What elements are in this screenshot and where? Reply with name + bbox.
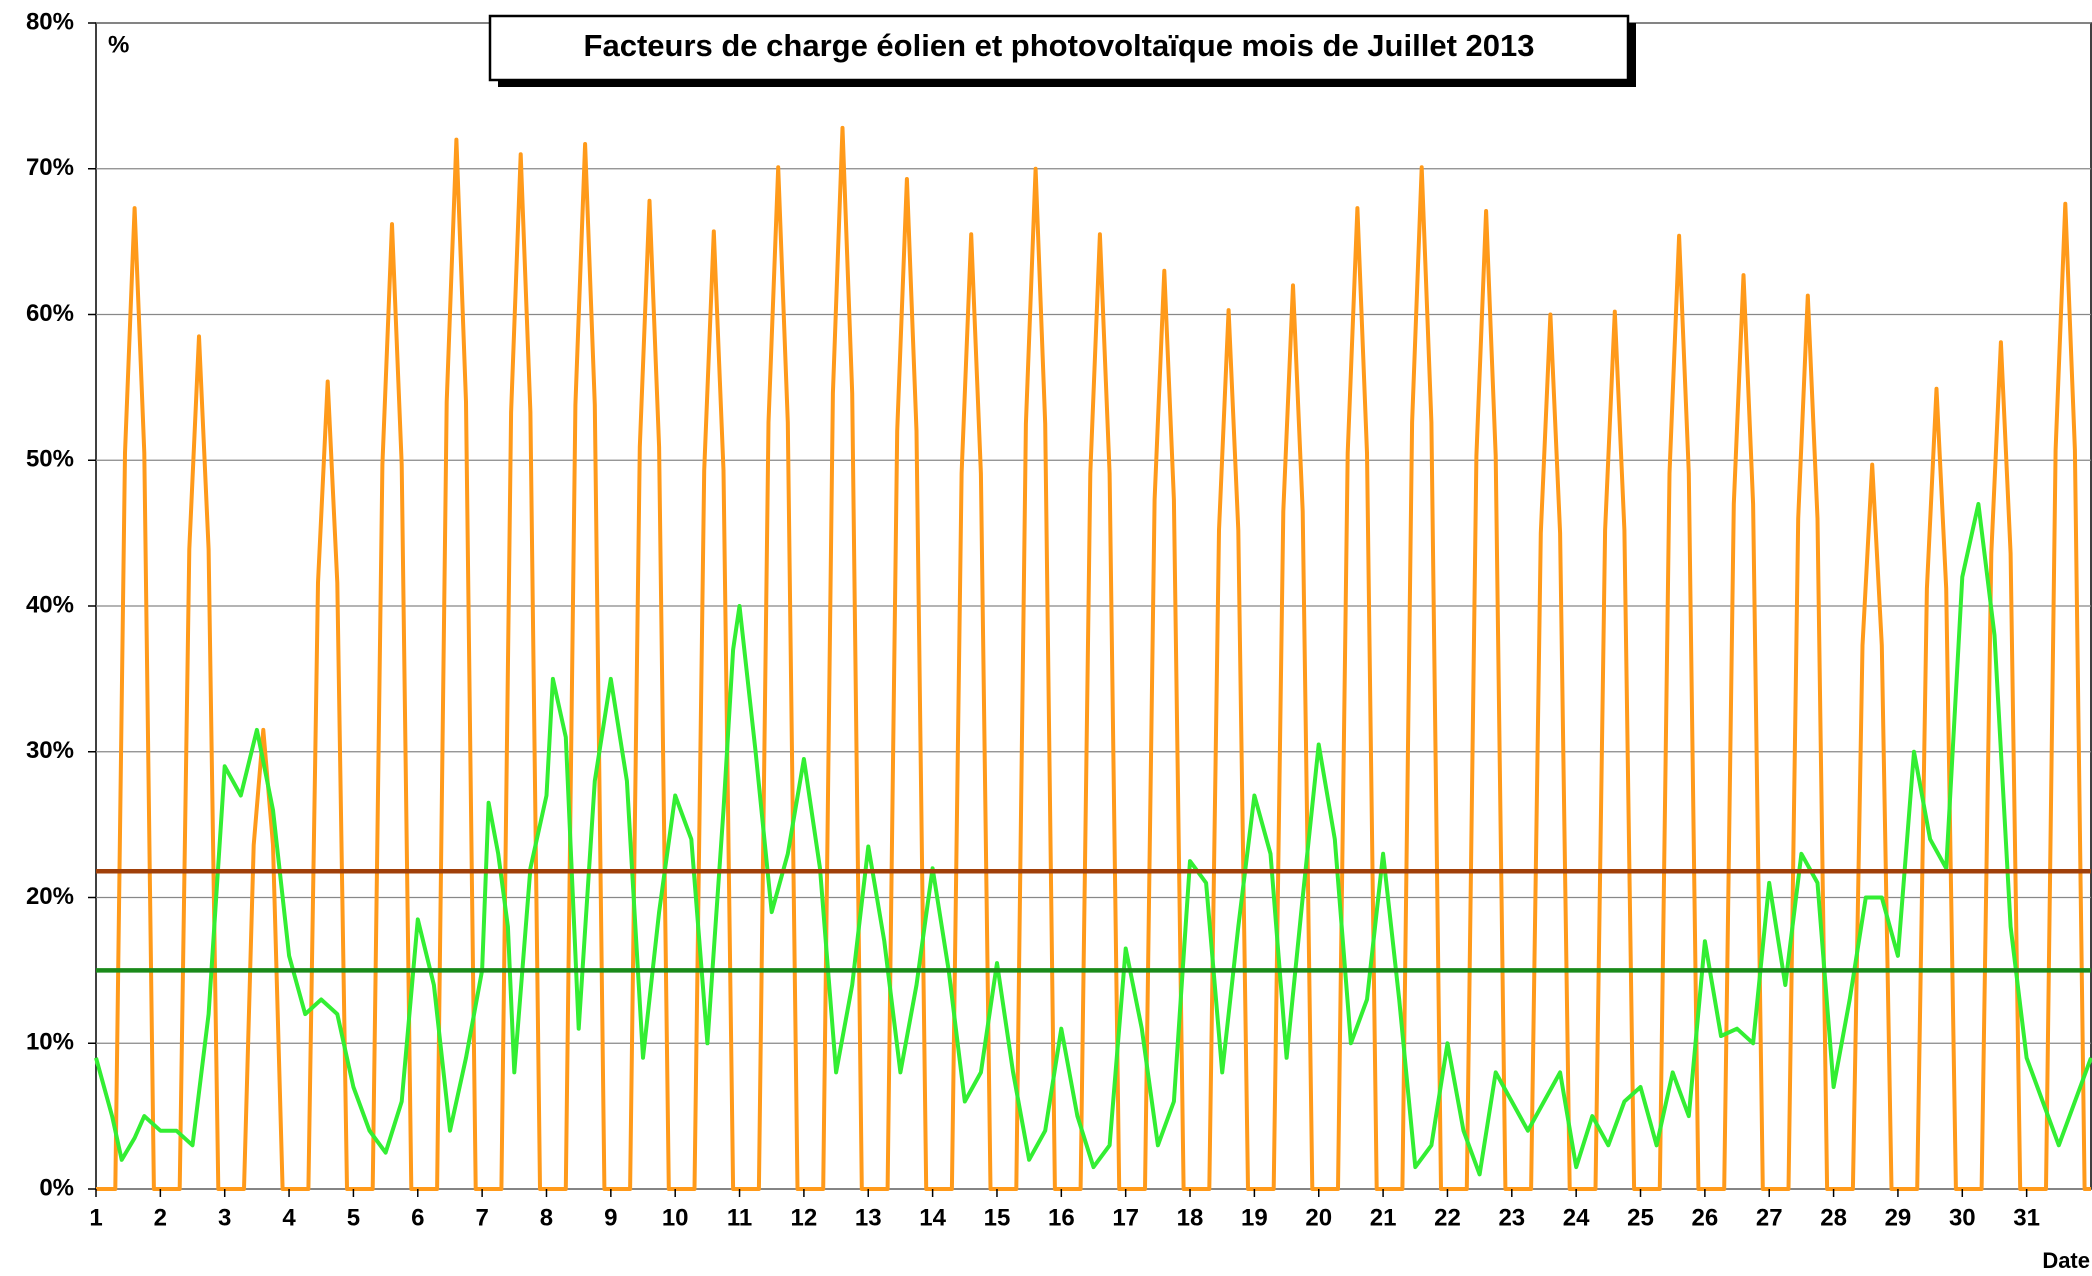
x-tick-label: 21 bbox=[1370, 1204, 1397, 1231]
y-tick-label: 30% bbox=[26, 737, 74, 764]
y-tick-label: 40% bbox=[26, 591, 74, 618]
lines bbox=[94, 125, 2092, 1191]
x-tick-label: 7 bbox=[475, 1204, 488, 1231]
x-tick-label: 19 bbox=[1241, 1204, 1268, 1231]
x-tick-label: 12 bbox=[791, 1204, 818, 1231]
x-tick-label: 25 bbox=[1627, 1204, 1654, 1231]
x-tick-label: 11 bbox=[727, 1204, 752, 1231]
series-line bbox=[96, 125, 2091, 1191]
x-tick-label: 13 bbox=[855, 1204, 882, 1231]
x-tick-label: 23 bbox=[1498, 1204, 1525, 1231]
x-tick-label: 27 bbox=[1756, 1204, 1783, 1231]
x-tick-label: 8 bbox=[540, 1204, 553, 1231]
y-tick-label: 80% bbox=[26, 8, 74, 35]
x-tick-label: 24 bbox=[1563, 1204, 1590, 1231]
x-tick-label: 10 bbox=[662, 1204, 689, 1231]
x-tick-label: 22 bbox=[1434, 1204, 1461, 1231]
x-tick-label: 1 bbox=[89, 1204, 102, 1231]
x-tick-label: 31 bbox=[2013, 1204, 2040, 1231]
x-tick-label: 16 bbox=[1048, 1204, 1075, 1231]
x-tick-label: 17 bbox=[1112, 1204, 1139, 1231]
x-tick-label: 2 bbox=[154, 1204, 167, 1231]
x-tick-label: 5 bbox=[347, 1204, 360, 1231]
y-tick-label: 20% bbox=[26, 883, 74, 910]
x-tick-label: 29 bbox=[1885, 1204, 1912, 1231]
x-tick-label: 3 bbox=[218, 1204, 231, 1231]
x-tick-label: 18 bbox=[1177, 1204, 1204, 1231]
x-tick-label: 28 bbox=[1820, 1204, 1847, 1231]
y-tick-label: 10% bbox=[26, 1029, 74, 1056]
chart-title: Facteurs de charge éolien et photovoltaï… bbox=[584, 28, 1535, 63]
y-tick-label: 60% bbox=[26, 300, 74, 327]
series-line bbox=[94, 502, 2092, 1177]
x-tick-label: 26 bbox=[1692, 1204, 1719, 1231]
title-box bbox=[488, 14, 1630, 82]
x-tick-label: 6 bbox=[411, 1204, 424, 1231]
x-tick-label: 30 bbox=[1949, 1204, 1976, 1231]
y-tick-label: 70% bbox=[26, 154, 74, 181]
x-tick-label: 4 bbox=[282, 1204, 296, 1231]
x-tick-label: 20 bbox=[1305, 1204, 1332, 1231]
y-axis-label: % bbox=[108, 31, 129, 58]
x-tick-label: 9 bbox=[604, 1204, 617, 1231]
x-tick-label: 14 bbox=[919, 1204, 946, 1231]
x-axis-label: Date bbox=[2042, 1248, 2090, 1273]
x-tick-label: 15 bbox=[984, 1204, 1011, 1231]
y-tick-label: 0% bbox=[39, 1174, 74, 1201]
y-tick-label: 50% bbox=[26, 446, 74, 473]
